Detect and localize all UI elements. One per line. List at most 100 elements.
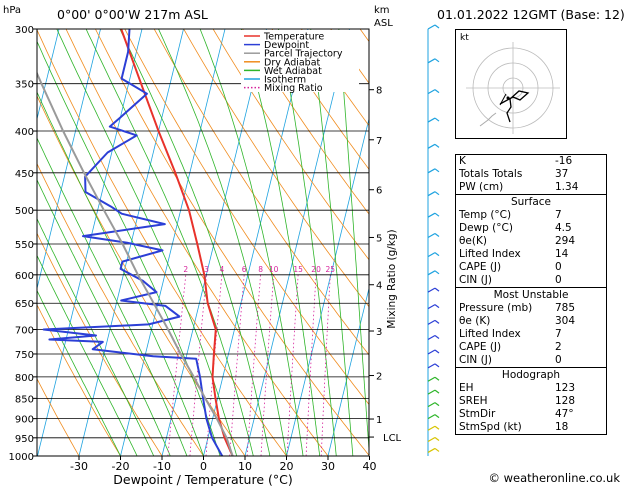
mixing-ratio-label: 15	[293, 265, 303, 274]
pressure-tick-label: 650	[15, 299, 34, 310]
wind-barb	[427, 425, 436, 431]
wind-barb	[427, 287, 436, 293]
row-label: StmSpd (kt)	[459, 421, 522, 433]
wind-barb	[427, 389, 436, 395]
altitude-tick-label: LCL	[383, 433, 402, 444]
hodograph-trace	[499, 90, 530, 123]
index-value: 37	[555, 168, 569, 180]
wind-barb-flag	[434, 252, 440, 257]
temperature-tick-label: 40	[363, 460, 377, 473]
mixing-ratio-line	[260, 274, 275, 456]
row-value: 0	[555, 274, 562, 286]
row-value: 304	[555, 315, 576, 327]
isotherm-line	[120, 29, 226, 456]
wind-barb-flag	[434, 363, 440, 368]
footer-credit: © weatheronline.co.uk	[488, 471, 620, 485]
row-label: EH	[459, 382, 474, 394]
temperature-tick-label: -10	[153, 460, 171, 473]
surface-row: θe(K) 294	[456, 235, 606, 248]
legend-entry: Dewpoint	[264, 40, 309, 51]
dry-adiabat-line	[37, 29, 287, 456]
wind-barb	[427, 414, 436, 420]
legend-entry: Dry Adiabat	[264, 57, 321, 68]
mixing-ratio-line	[286, 274, 299, 456]
surface-row: Temp (°C) 7	[456, 209, 606, 222]
most-unstable-row: CIN (J) 0	[456, 354, 606, 367]
mixing-ratio-line	[167, 274, 187, 456]
row-value: 0	[555, 354, 562, 366]
wind-barb	[427, 376, 436, 382]
wind-barb-flag	[434, 389, 440, 394]
wind-barb-flag	[434, 376, 440, 381]
row-label: Lifted Index	[459, 328, 521, 340]
pressure-tick-label: 900	[15, 415, 34, 426]
index-row-pw: PW (cm) 1.34	[456, 181, 606, 194]
wind-barb	[427, 24, 436, 30]
most-unstable-row: θe (K) 304	[456, 315, 606, 328]
wind-barb	[427, 349, 436, 355]
isotherm-line	[161, 29, 267, 456]
temperature-line	[120, 29, 234, 456]
indices-panel: K -16 Totals Totals 37 PW (cm) 1.34 Surface…	[455, 154, 607, 435]
index-row-totals: Totals Totals 37	[456, 168, 606, 181]
mixing-ratio-line	[305, 274, 317, 456]
row-value: 7	[555, 209, 562, 221]
altitude-tick-label: 8	[376, 86, 382, 97]
altitude-tick-label: 6	[376, 186, 382, 197]
pressure-tick-label: 600	[15, 271, 34, 282]
row-value: 128	[555, 395, 576, 407]
wind-barb	[427, 89, 436, 95]
parcel-trajectory-line	[37, 70, 234, 456]
surface-row: CAPE (J) 0	[456, 261, 606, 274]
wind-barb-flag	[434, 402, 440, 407]
row-label: θe(K)	[459, 235, 487, 247]
legend-entry: Parcel Trajectory	[264, 49, 343, 60]
row-value: 47°	[555, 408, 574, 420]
isotherm-line	[327, 286, 369, 456]
row-label: θe (K)	[459, 315, 491, 327]
most-unstable-row: Pressure (mb) 785	[456, 302, 606, 315]
wind-barb-flag	[434, 335, 440, 339]
pressure-tick-label: 500	[15, 206, 34, 217]
wind-barb-flag	[434, 117, 440, 122]
wind-barb-flag	[434, 143, 440, 148]
legend-entry: Isotherm	[264, 75, 306, 86]
index-value: -16	[555, 155, 573, 167]
mixing-ratio-label: 4	[219, 265, 224, 274]
wind-barb-flag	[434, 58, 440, 63]
pressure-tick-label: 1000	[9, 452, 34, 463]
altitude-tick-label: 5	[376, 233, 382, 244]
temperature-tick-label: -20	[112, 460, 130, 473]
row-label: Lifted Index	[459, 248, 521, 260]
row-label: CAPE (J)	[459, 261, 502, 273]
row-label: CIN (J)	[459, 354, 492, 366]
wind-barb-flag	[434, 447, 440, 452]
hodograph-grey-trace	[479, 112, 497, 127]
row-value: 7	[555, 328, 562, 340]
wind-barb	[427, 319, 436, 325]
row-label: CIN (J)	[459, 274, 492, 286]
wind-barbs	[427, 24, 440, 456]
row-value: 18	[555, 421, 569, 433]
mixing-ratio-line	[320, 274, 331, 456]
wind-barb-flag	[434, 191, 440, 196]
row-value: 0	[555, 261, 562, 273]
mixing-ratio-line	[189, 274, 207, 456]
surface-row: Dewp (°C) 4.5	[456, 222, 606, 235]
altitude-tick-label: 1	[376, 415, 382, 426]
mixing-ratio-axis-title: Mixing Ratio (g/kg)	[386, 229, 398, 328]
hodograph-unit-label: kt	[460, 33, 469, 43]
index-label: K	[459, 155, 466, 167]
wind-barb	[427, 270, 436, 276]
mixing-ratio-line	[229, 274, 245, 456]
mixing-ratio-label: 10	[269, 265, 279, 274]
asl-label: ASL	[374, 18, 393, 29]
legend-background	[241, 30, 359, 92]
row-label: SREH	[459, 395, 488, 407]
wind-barb	[427, 191, 436, 197]
temperature-tick-label: 20	[280, 460, 294, 473]
row-label: Dewp (°C)	[459, 222, 513, 234]
isotherm-line	[78, 29, 184, 456]
wind-barb	[427, 143, 436, 149]
